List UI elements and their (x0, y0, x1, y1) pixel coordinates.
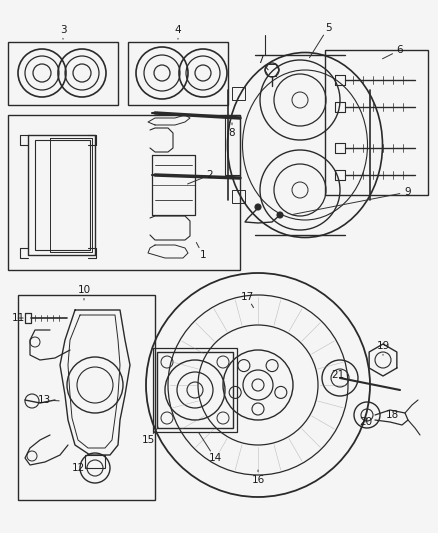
Text: 7: 7 (257, 55, 263, 65)
Bar (325, 50, 428, 195)
Circle shape (255, 204, 261, 210)
Text: 4: 4 (175, 25, 181, 35)
Bar (18, 295, 155, 500)
Text: 10: 10 (78, 285, 91, 295)
Text: 5: 5 (325, 23, 331, 33)
Text: 15: 15 (141, 435, 155, 445)
Text: 11: 11 (11, 313, 25, 323)
Text: 12: 12 (71, 463, 85, 473)
Text: 16: 16 (251, 475, 265, 485)
Text: 13: 13 (37, 395, 51, 405)
Text: 17: 17 (240, 292, 254, 302)
Bar (8, 115, 240, 270)
Bar (35, 140, 90, 250)
Circle shape (277, 212, 283, 218)
Text: 2: 2 (207, 170, 213, 180)
Text: 1: 1 (200, 250, 206, 260)
Text: 19: 19 (376, 341, 390, 351)
Text: 18: 18 (385, 410, 399, 420)
Text: 3: 3 (60, 25, 66, 35)
Bar (128, 42, 228, 105)
Bar (225, 115, 240, 175)
Text: 14: 14 (208, 453, 222, 463)
Bar (232, 190, 245, 203)
Text: 6: 6 (397, 45, 403, 55)
Text: 20: 20 (360, 417, 373, 427)
Text: 8: 8 (229, 128, 235, 138)
Bar (157, 352, 233, 428)
Bar (153, 348, 237, 432)
Bar (85, 455, 105, 468)
Text: 9: 9 (405, 187, 411, 197)
Bar (232, 87, 245, 100)
Bar (8, 42, 118, 105)
Text: 21: 21 (332, 370, 345, 380)
